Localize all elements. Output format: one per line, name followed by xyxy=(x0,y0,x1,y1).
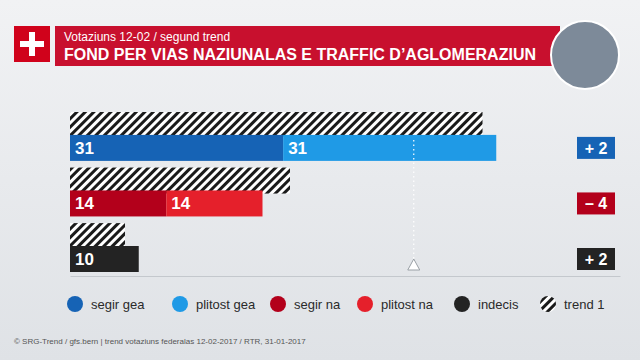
bar xyxy=(70,190,166,216)
trend-bar xyxy=(70,223,125,249)
legend-label: indecis xyxy=(478,297,519,312)
data-label: 31 xyxy=(288,139,307,158)
bar xyxy=(70,246,139,272)
flag-cross xyxy=(20,32,44,56)
header-band xyxy=(55,26,560,66)
chart: Votaziuns 12-02 / segund trend FOND PER V… xyxy=(0,0,640,360)
subtitle: FOND PER VIAS NAZIUNALAS E TRAFFIC D’AGL… xyxy=(64,46,536,63)
data-label: 14 xyxy=(171,194,190,213)
change-label: + 2 xyxy=(585,140,608,157)
labels: 31 31 14 14 10 + 2 – 4 + 2 xyxy=(75,137,615,270)
trend-bar xyxy=(70,112,483,138)
data-label: 31 xyxy=(75,139,94,158)
legend: segir gea plitost gea segir na plitost na in… xyxy=(67,296,604,312)
legend-label: plitost na xyxy=(381,297,434,312)
legend-label: trend 1 xyxy=(564,297,604,312)
legend-swatch xyxy=(540,296,556,312)
plot-area xyxy=(70,112,496,272)
flag xyxy=(14,26,50,62)
change-box xyxy=(577,248,615,270)
bar xyxy=(166,190,262,216)
bar xyxy=(70,135,283,161)
data-label: 14 xyxy=(75,194,94,213)
legend-label: segir gea xyxy=(91,297,145,312)
legend-swatch xyxy=(172,296,188,312)
reference-line xyxy=(413,140,414,259)
bar xyxy=(283,135,496,161)
header-photo xyxy=(551,21,619,89)
reference-marker xyxy=(408,259,420,270)
change-label: – 4 xyxy=(585,195,607,212)
source: © SRG-Trend / gfs.bern | trend votaziuns… xyxy=(14,337,306,346)
legend-swatch xyxy=(454,296,470,312)
change-label: + 2 xyxy=(585,251,608,268)
data-label: 10 xyxy=(75,250,94,269)
x-axis xyxy=(71,276,621,277)
legend-label: plitost gea xyxy=(196,297,256,312)
legend-swatch xyxy=(270,296,286,312)
title: Votaziuns 12-02 / segund trend xyxy=(64,30,230,44)
legend-swatch xyxy=(67,296,83,312)
axis-line xyxy=(71,276,621,277)
legend-swatch xyxy=(357,296,373,312)
trend-bar xyxy=(70,168,290,194)
change-box xyxy=(577,192,615,214)
change-box xyxy=(577,137,615,159)
legend-label: segir na xyxy=(294,297,341,312)
